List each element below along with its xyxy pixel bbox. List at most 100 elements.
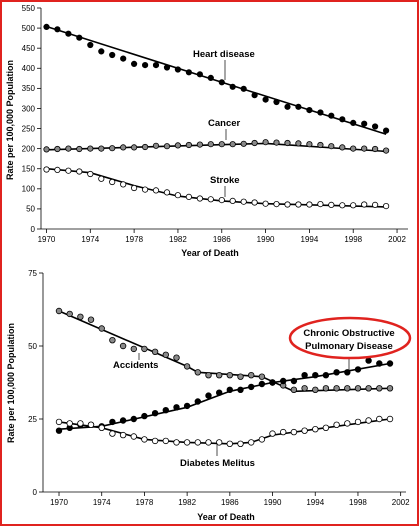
data-point-chronic-obstructive-pulmonary-disease (247, 383, 255, 391)
bottom-x-tick-label: 1978 (136, 498, 154, 507)
bottom-x-tick-label: 1994 (306, 498, 324, 507)
data-point-chronic-obstructive-pulmonary-disease (290, 377, 298, 385)
data-point-cancer (371, 145, 379, 153)
data-point-stroke (317, 201, 324, 208)
data-point-stroke (207, 196, 214, 203)
data-point-diabetes-melitus (226, 440, 233, 447)
data-point-accidents (333, 385, 340, 392)
top-x-tick-label: 2002 (388, 235, 406, 244)
data-point-diabetes-melitus (173, 439, 180, 446)
data-point-accidents (87, 316, 95, 323)
cancer-label: Cancer (208, 118, 241, 129)
top-x-tick-label: 1970 (38, 235, 56, 244)
bottom-x-tick-label: 1990 (264, 498, 282, 507)
bottom-x-axis-label: Year of Death (197, 512, 255, 522)
data-point-stroke (328, 201, 335, 208)
data-point-cancer (185, 141, 192, 149)
data-point-accidents (141, 345, 148, 353)
data-point-stroke (218, 197, 225, 204)
top-y-tick-label: 300 (22, 104, 36, 113)
data-point-diabetes-melitus (365, 417, 372, 424)
bottom-x-tick-label: 2002 (392, 498, 410, 507)
data-point-diabetes-melitus (162, 437, 169, 445)
data-point-diabetes-melitus (376, 415, 383, 423)
data-point-accidents (386, 385, 394, 392)
top-y-tick-label: 550 (22, 4, 36, 13)
data-point-cancer (76, 145, 83, 153)
data-point-stroke (152, 187, 160, 194)
top-y-tick-label: 400 (22, 64, 36, 73)
data-point-accidents (365, 385, 372, 392)
data-point-diabetes-melitus (247, 439, 255, 446)
data-point-heart-disease (43, 23, 50, 30)
series-diabetes-melitus (55, 415, 394, 447)
heart-disease-label: Heart disease (193, 49, 255, 60)
copd-highlight-ellipse (288, 316, 412, 360)
data-point-accidents (151, 348, 159, 355)
data-point-stroke (87, 170, 94, 178)
data-point-accidents (205, 372, 212, 379)
data-point-cancer (142, 143, 149, 151)
top-x-tick-label: 1994 (301, 235, 319, 244)
data-point-accidents (312, 386, 319, 393)
data-point-heart-disease (339, 116, 346, 123)
data-point-chronic-obstructive-pulmonary-disease (183, 402, 191, 410)
data-point-heart-disease (131, 60, 138, 68)
series-chronic-obstructive-pulmonary-disease (55, 357, 394, 434)
data-point-chronic-obstructive-pulmonary-disease (141, 412, 148, 420)
bottom-x-tick-label: 1982 (178, 498, 196, 507)
data-point-heart-disease (54, 26, 61, 33)
stroke-label: Stroke (210, 175, 240, 186)
data-point-stroke (240, 198, 247, 205)
data-point-stroke (339, 202, 346, 209)
data-point-chronic-obstructive-pulmonary-disease (226, 386, 233, 393)
data-point-heart-disease (218, 79, 225, 86)
data-point-cancer (295, 140, 302, 147)
copd-label-line1: Chronic Obstructive (303, 328, 394, 339)
data-point-diabetes-melitus (237, 440, 244, 447)
data-point-cancer (229, 141, 236, 148)
top-x-tick-label: 1982 (169, 235, 187, 244)
data-point-stroke (43, 166, 50, 173)
data-point-chronic-obstructive-pulmonary-disease (173, 404, 180, 411)
data-point-accidents (183, 363, 191, 370)
data-point-cancer (109, 145, 116, 152)
data-point-heart-disease (361, 120, 368, 127)
data-point-stroke (229, 197, 236, 204)
bottom-x-tick-label: 1986 (221, 498, 239, 507)
data-point-stroke (142, 186, 149, 193)
data-point-cancer (339, 144, 346, 151)
data-point-cancer (152, 142, 160, 149)
data-point-diabetes-melitus (301, 427, 308, 434)
data-point-diabetes-melitus (55, 418, 63, 426)
data-point-heart-disease (371, 123, 379, 130)
data-point-stroke (65, 167, 72, 174)
data-point-heart-disease (251, 92, 258, 99)
data-point-diabetes-melitus (322, 424, 330, 431)
top-x-tick-label: 1978 (125, 235, 143, 244)
data-point-heart-disease (284, 103, 291, 110)
data-point-accidents (194, 369, 201, 376)
data-point-accidents (226, 372, 233, 379)
series-stroke (43, 166, 390, 210)
top-y-tick-label: 450 (22, 44, 36, 53)
top-y-tick-label: 500 (22, 24, 36, 33)
data-point-cancer (65, 145, 72, 152)
data-point-cancer (262, 139, 269, 146)
bottom-x-tick-label: 1970 (50, 498, 68, 507)
top-y-tick-label: 100 (22, 185, 36, 194)
data-point-cancer (328, 143, 335, 150)
data-point-diabetes-melitus (109, 430, 116, 437)
data-point-heart-disease (262, 96, 269, 103)
data-point-heart-disease (109, 51, 116, 59)
data-point-stroke (306, 201, 313, 208)
bottom-x-tick-label: 1974 (93, 498, 111, 507)
data-point-heart-disease (328, 112, 335, 119)
data-point-diabetes-melitus (77, 420, 84, 427)
data-point-heart-disease (120, 55, 127, 62)
data-point-chronic-obstructive-pulmonary-disease (119, 417, 127, 424)
data-point-heart-disease (196, 71, 203, 78)
data-point-stroke (54, 166, 61, 173)
series-heart-disease (43, 23, 390, 135)
data-point-accidents (130, 345, 137, 353)
